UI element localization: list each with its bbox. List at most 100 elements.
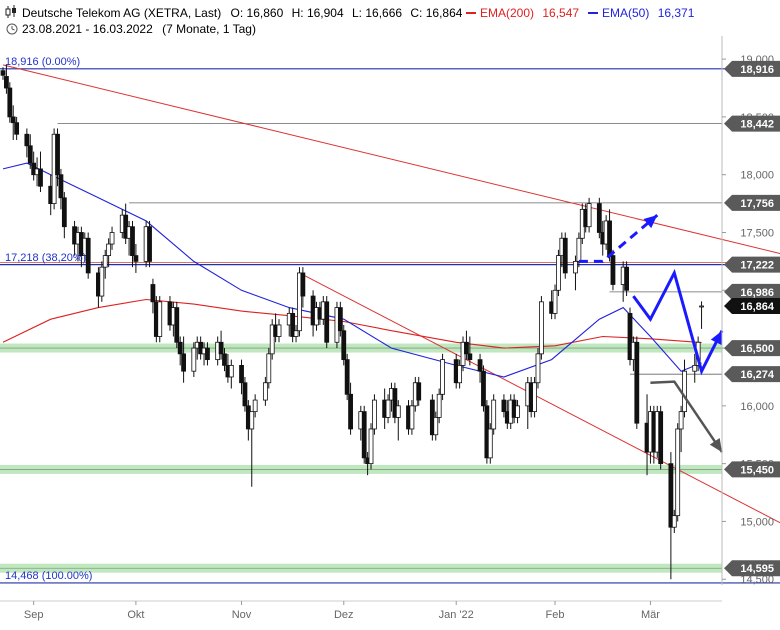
candle-body xyxy=(106,243,112,256)
candle xyxy=(205,342,210,366)
candle xyxy=(24,128,30,158)
candle-body xyxy=(269,324,275,355)
candle xyxy=(487,423,493,464)
candle-body xyxy=(532,382,537,413)
y-tick-label: 16,000 xyxy=(740,401,774,413)
candle xyxy=(99,261,105,302)
candle xyxy=(293,324,299,343)
candle xyxy=(177,336,183,366)
price-tag: 18,442 xyxy=(724,115,780,132)
candle xyxy=(477,353,483,383)
candle-body xyxy=(150,284,156,303)
candle-body xyxy=(102,255,108,268)
support-zones xyxy=(0,343,722,573)
price-tag-label: 14,595 xyxy=(740,563,774,575)
projection-blue-zigzag xyxy=(632,268,724,376)
candle-body xyxy=(562,237,568,274)
x-tick-label: Jan '22 xyxy=(439,609,474,621)
price-tag-label: 16,986 xyxy=(740,287,774,299)
ema50-legend-label: EMA(50) xyxy=(602,6,649,20)
candle xyxy=(491,394,497,435)
candle xyxy=(61,192,67,239)
candle xyxy=(218,330,224,360)
y-tick-label: 19,000 xyxy=(740,54,774,66)
arrowhead xyxy=(710,330,722,346)
candle xyxy=(634,336,640,429)
candle-body xyxy=(477,359,483,372)
candle-body xyxy=(409,405,415,430)
candle xyxy=(324,296,330,349)
candle xyxy=(416,376,422,406)
candle xyxy=(150,278,156,314)
candle-body xyxy=(361,411,367,459)
candle xyxy=(297,267,302,337)
candle-body xyxy=(348,393,353,430)
candle xyxy=(174,301,180,349)
candle-body xyxy=(634,341,640,424)
candle-body xyxy=(300,272,306,297)
x-tick-label: Mär xyxy=(641,609,660,621)
candle-body xyxy=(24,133,30,147)
candle xyxy=(85,232,91,279)
candle-body xyxy=(671,515,677,528)
price-tag: 16,986 xyxy=(724,283,780,300)
candle xyxy=(481,365,486,412)
price-tag-label: 16,274 xyxy=(740,369,775,381)
candle-body xyxy=(58,174,64,199)
candle xyxy=(109,226,115,250)
candle xyxy=(573,255,578,291)
candle-body xyxy=(433,417,439,436)
price-tag-bg xyxy=(724,560,780,577)
candle-body xyxy=(7,87,13,118)
candle xyxy=(372,394,377,435)
candle xyxy=(610,249,616,291)
price-tag-bg xyxy=(724,115,780,132)
candle-body xyxy=(262,382,268,401)
candle xyxy=(55,128,60,187)
candle xyxy=(392,382,398,424)
candle-body xyxy=(324,301,330,343)
candle xyxy=(133,244,139,273)
candle xyxy=(269,319,275,360)
y-tick-label: 14,500 xyxy=(740,574,774,586)
candle xyxy=(627,307,633,366)
candle-body xyxy=(573,260,578,274)
price-tag: 16,500 xyxy=(724,340,780,357)
projection-arrows xyxy=(578,213,724,453)
candle xyxy=(252,394,258,418)
candle-body xyxy=(174,307,180,343)
candle xyxy=(624,261,629,297)
candle xyxy=(344,353,350,401)
fib-label: 17,218 (38,20%) xyxy=(5,252,86,264)
candle xyxy=(348,382,353,435)
candle xyxy=(290,307,296,343)
candle-body xyxy=(682,370,687,413)
candle xyxy=(436,388,442,424)
candle xyxy=(409,400,415,435)
y-tick-label: 18,000 xyxy=(740,170,774,182)
fib-labels: 18,916 (0.00%) 17,218 (38,20%) 14,468 (100… xyxy=(5,56,92,582)
candle-body xyxy=(675,428,681,517)
candle-body xyxy=(538,301,544,355)
candle-body xyxy=(297,272,302,332)
candle-body xyxy=(239,364,244,384)
candle xyxy=(467,336,473,366)
x-tick-label: Okt xyxy=(127,609,144,621)
candle-body xyxy=(627,312,633,361)
trendline-main xyxy=(2,64,780,254)
candle-body xyxy=(276,324,282,337)
x-tick-label: Feb xyxy=(546,609,565,621)
candle xyxy=(668,452,674,580)
candle-body xyxy=(181,353,187,372)
candle-body xyxy=(61,197,67,228)
candle-body xyxy=(38,168,43,187)
price-tag-label: 17,756 xyxy=(740,198,774,210)
candle-body xyxy=(157,301,163,337)
svg-text:23.08.2021 - 16.03.2022: 23.08.2021 - 16.03.2022 (7 Monate, 1 Tag… xyxy=(22,22,256,36)
candle-body xyxy=(242,382,248,407)
candle-body xyxy=(10,116,16,124)
candle-body xyxy=(535,353,541,384)
candle xyxy=(586,197,592,233)
price-tag-label: 16,864 xyxy=(740,301,775,313)
